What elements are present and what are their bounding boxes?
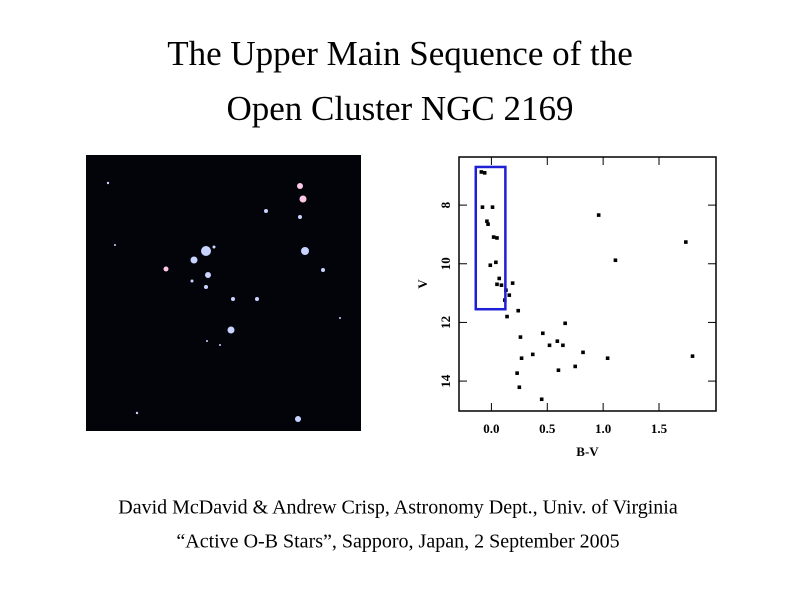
point [499, 283, 504, 287]
point [555, 339, 560, 343]
footer: David McDavid & Andrew Crisp, Astronomy … [118, 497, 678, 519]
point [497, 276, 502, 281]
point [561, 343, 565, 348]
y-tick-label: 14 [438, 374, 453, 388]
footer: “Active O-B Stars”, Sapporo, Japan, 2 Se… [176, 531, 619, 553]
point [547, 343, 552, 348]
point [479, 170, 484, 174]
x-tick-label: 1.5 [651, 421, 668, 436]
point [519, 356, 524, 361]
point [485, 219, 489, 224]
point [494, 260, 498, 265]
highlight-box [474, 165, 507, 311]
point [486, 222, 490, 226]
point [515, 371, 519, 375]
y-tick-label: 8 [438, 201, 453, 208]
point [690, 354, 695, 358]
point [541, 331, 545, 336]
point [490, 205, 495, 209]
x-tick-label: 1.0 [595, 421, 611, 436]
point [518, 335, 523, 339]
point [480, 205, 485, 209]
point [539, 397, 544, 402]
point [482, 171, 487, 175]
point [507, 293, 512, 297]
point [516, 308, 521, 313]
x-tick-label: 0.5 [539, 421, 556, 436]
title: Open Cluster NGC 2169 [226, 89, 573, 128]
cluster-image [86, 155, 361, 431]
point [684, 240, 688, 244]
y-tick-label: 12 [438, 316, 453, 329]
point [510, 281, 515, 285]
title: The Upper Main Sequence of the [167, 34, 633, 73]
point [596, 213, 601, 217]
point [495, 282, 499, 287]
point [581, 350, 585, 355]
point [517, 385, 522, 390]
point [563, 321, 567, 326]
x-axis-label: B-V [576, 444, 599, 459]
point [530, 352, 535, 357]
x-tick-label: 0.0 [483, 421, 499, 436]
point [495, 236, 499, 240]
point [613, 258, 618, 263]
point [573, 364, 578, 369]
point [491, 235, 496, 239]
point [605, 356, 610, 361]
point [505, 314, 509, 319]
y-tick-label: 10 [438, 257, 453, 270]
plot-frame [458, 156, 717, 412]
point [488, 263, 493, 268]
y-axis-label: V [415, 279, 430, 289]
point [556, 368, 561, 373]
